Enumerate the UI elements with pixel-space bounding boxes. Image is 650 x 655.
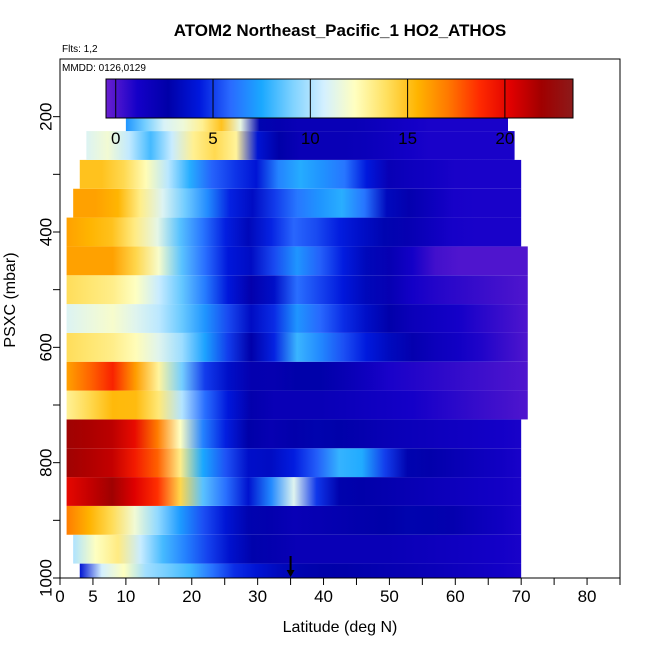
- y-axis-label: PSXC (mbar): [2, 252, 19, 347]
- heat-band: [66, 246, 528, 276]
- x-tick-label: 50: [380, 587, 399, 606]
- x-tick-label: 70: [512, 587, 531, 606]
- x-tick-label: 20: [182, 587, 201, 606]
- heat-band: [73, 188, 522, 218]
- heat-band: [79, 159, 522, 189]
- colorbar-tick-label: 0: [111, 129, 120, 148]
- marker-arrow-head: [286, 570, 295, 577]
- heat-band: [86, 131, 515, 160]
- x-tick-label: 80: [578, 587, 597, 606]
- y-tick-label: 1000: [37, 559, 56, 597]
- colorbar: 0 5 10 15 20: [105, 78, 574, 148]
- x-tick-label: 30: [248, 587, 267, 606]
- flights-label: Flts: 1,2: [62, 44, 98, 55]
- heat-band: [66, 419, 522, 449]
- colorbar-tick-label: 10: [301, 129, 320, 148]
- y-tick-label: 200: [37, 102, 56, 130]
- heatmap-bands: [66, 99, 528, 578]
- heat-band: [79, 563, 522, 578]
- x-tick-label: 5: [88, 587, 97, 606]
- colorbar-tick-label: 5: [208, 129, 217, 148]
- heat-band: [66, 217, 522, 247]
- dates-label: MMDD: 0126,0129: [62, 63, 146, 74]
- colorbar-gradient: [105, 78, 574, 119]
- chart-title: ATOM2 Northeast_Pacific_1 HO2_ATHOS: [174, 21, 507, 40]
- x-axis-label: Latitude (deg N): [283, 619, 398, 636]
- x-tick-label: 40: [314, 587, 333, 606]
- y-tick-label: 800: [37, 448, 56, 476]
- heat-band: [66, 505, 522, 535]
- heat-band: [66, 304, 528, 333]
- plot-frame: [59, 58, 621, 579]
- x-tick-label: 10: [116, 587, 135, 606]
- heat-band: [66, 275, 528, 305]
- heat-band: [66, 448, 522, 478]
- y-tick-label: 600: [37, 333, 56, 361]
- y-tick-label: 400: [37, 218, 56, 246]
- heat-band: [66, 332, 528, 362]
- heat-band: [73, 534, 522, 564]
- colorbar-tick-label: 15: [398, 129, 417, 148]
- colorbar-tick-label: 20: [495, 129, 514, 148]
- heat-band: [66, 390, 528, 420]
- heat-band: [66, 477, 522, 506]
- latitude-marker: [286, 556, 295, 577]
- heat-band: [66, 361, 528, 391]
- x-tick-label: 60: [446, 587, 465, 606]
- x-tick-label: 0: [55, 587, 64, 606]
